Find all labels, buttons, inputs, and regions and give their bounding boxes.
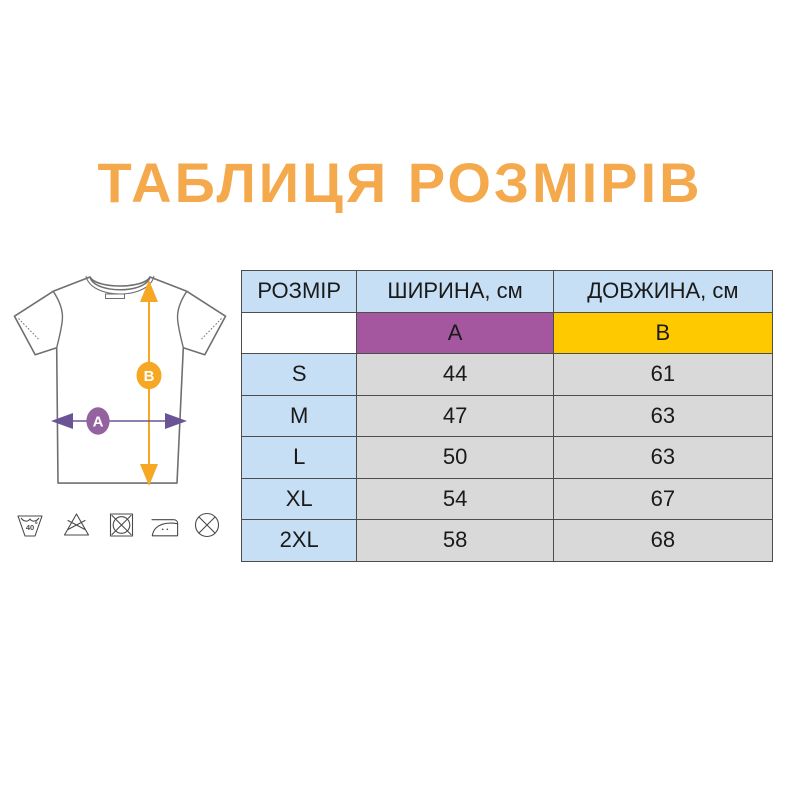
svg-text:40: 40 bbox=[26, 523, 34, 532]
svg-text:A: A bbox=[93, 414, 104, 431]
svg-text:B: B bbox=[144, 368, 155, 385]
